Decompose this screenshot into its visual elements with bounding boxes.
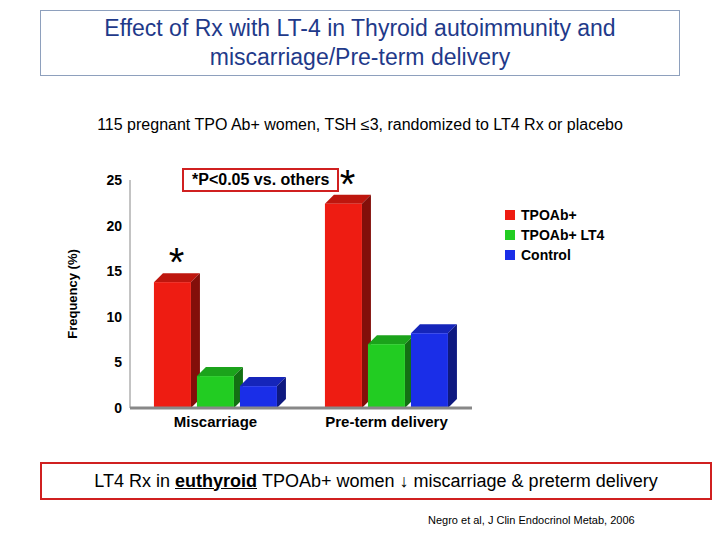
svg-text:5: 5 — [114, 354, 122, 370]
html-text:*P<0.05 vs. others: *P<0.05 vs. others — [192, 171, 330, 188]
html-text:TPOAb+: TPOAb+ — [521, 207, 577, 223]
svg-text:20: 20 — [106, 218, 122, 234]
svg-text:*: * — [169, 240, 185, 284]
svg-text:10: 10 — [106, 309, 122, 325]
html-text:LT4 Rx in euthyroid TPOAb+ wom: LT4 Rx in euthyroid TPOAb+ women ↓ misca… — [94, 470, 658, 491]
svg-text:Miscarriage: Miscarriage — [174, 413, 257, 430]
html-text:Effect of Rx with LT-4 in Thyr: Effect of Rx with LT-4 in Thyroid autoim… — [104, 15, 616, 70]
svg-text:*: * — [340, 162, 356, 206]
svg-text:0: 0 — [114, 400, 122, 416]
svg-text:15: 15 — [106, 263, 122, 279]
svg-text:Pre-term delivery: Pre-term delivery — [325, 413, 448, 430]
svg-text:25: 25 — [106, 172, 122, 188]
html-text:115 pregnant TPO Ab+ women, TS: 115 pregnant TPO Ab+ women, TSH ≤3, rand… — [97, 116, 623, 133]
html-text:Negro et al, J Clin Endocrinol: Negro et al, J Clin Endocrinol Metab, 20… — [428, 514, 635, 526]
html-text:Control: Control — [521, 247, 571, 263]
svg-text:Frequency (%): Frequency (%) — [65, 249, 80, 339]
html-text:TPOAb+ LT4: TPOAb+ LT4 — [521, 227, 605, 243]
